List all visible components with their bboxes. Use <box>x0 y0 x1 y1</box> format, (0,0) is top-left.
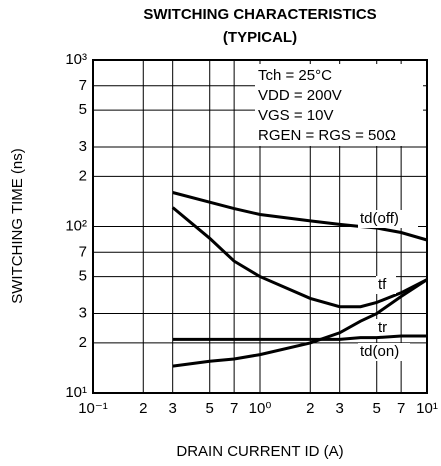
annotation: Tch = 25°C <box>258 67 332 84</box>
series-label: td(off) <box>360 210 399 227</box>
series-label-bg <box>358 210 418 228</box>
series-label-bg <box>358 343 410 361</box>
series-line <box>172 278 428 368</box>
y-tick-label: 5 <box>79 268 87 285</box>
x-tick-label: 5 <box>373 400 381 417</box>
y-tick-label: 10² <box>65 217 87 234</box>
y-tick-label: 3 <box>79 138 87 155</box>
x-tick-label: 5 <box>206 400 214 417</box>
x-tick-label: 2 <box>306 400 314 417</box>
series-label-bg <box>376 319 396 337</box>
y-tick-label: 10¹ <box>65 384 87 401</box>
annotation: RGEN = RGS = 50Ω <box>258 127 396 144</box>
chart-title: SWITCHING CHARACTERISTICS <box>143 6 376 23</box>
y-tick-label: 7 <box>79 77 87 94</box>
annotation: VDD = 200V <box>258 87 342 104</box>
x-axis-label: DRAIN CURRENT ID (A) <box>176 443 343 460</box>
y-axis-label: SWITCHING TIME (ns) <box>9 148 26 304</box>
series-line <box>172 191 428 242</box>
y-tick-label: 10³ <box>65 51 87 68</box>
series-label-bg <box>376 276 396 294</box>
y-tick-label: 5 <box>79 101 87 118</box>
x-tick-label: 7 <box>397 400 405 417</box>
x-tick-label: 7 <box>230 400 238 417</box>
annotation-box <box>255 64 423 146</box>
series-label: tf <box>378 276 387 293</box>
x-tick-label: 3 <box>169 400 177 417</box>
series-line <box>171 206 428 309</box>
chart-subtitle: (TYPICAL) <box>223 29 297 46</box>
series-label: tr <box>378 319 387 336</box>
x-tick-label: 10⁻¹ <box>78 400 108 417</box>
y-tick-label: 3 <box>79 305 87 322</box>
y-tick-label: 7 <box>79 243 87 260</box>
y-tick-label: 2 <box>79 167 87 184</box>
x-tick-label: 3 <box>336 400 344 417</box>
x-tick-label: 2 <box>139 400 147 417</box>
x-tick-label: 10¹ <box>416 400 438 417</box>
y-tick-label: 2 <box>79 334 87 351</box>
series-line <box>172 334 427 341</box>
series-label: td(on) <box>360 343 399 360</box>
annotation: VGS = 10V <box>258 107 333 124</box>
plot-frame <box>92 59 428 394</box>
x-tick-label: 10⁰ <box>249 400 272 417</box>
